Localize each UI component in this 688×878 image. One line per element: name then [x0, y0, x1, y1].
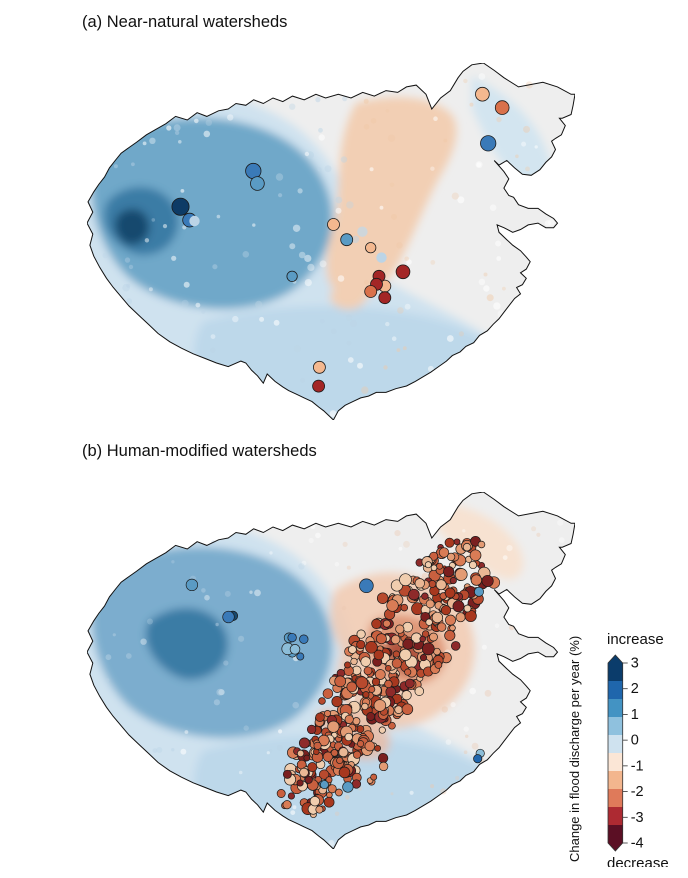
svg-text:0: 0: [631, 733, 639, 749]
svg-text:3: 3: [631, 656, 639, 672]
svg-text:1: 1: [631, 707, 639, 723]
svg-text:-3: -3: [631, 810, 644, 826]
svg-text:-4: -4: [631, 836, 644, 852]
svg-text:decrease: decrease: [607, 855, 669, 867]
svg-text:-1: -1: [631, 758, 644, 774]
svg-text:2: 2: [631, 681, 639, 697]
svg-text:increase: increase: [607, 632, 664, 648]
svg-text:Change in flood discharge per: Change in flood discharge per year (%): [567, 636, 582, 862]
svg-text:-2: -2: [631, 784, 644, 800]
